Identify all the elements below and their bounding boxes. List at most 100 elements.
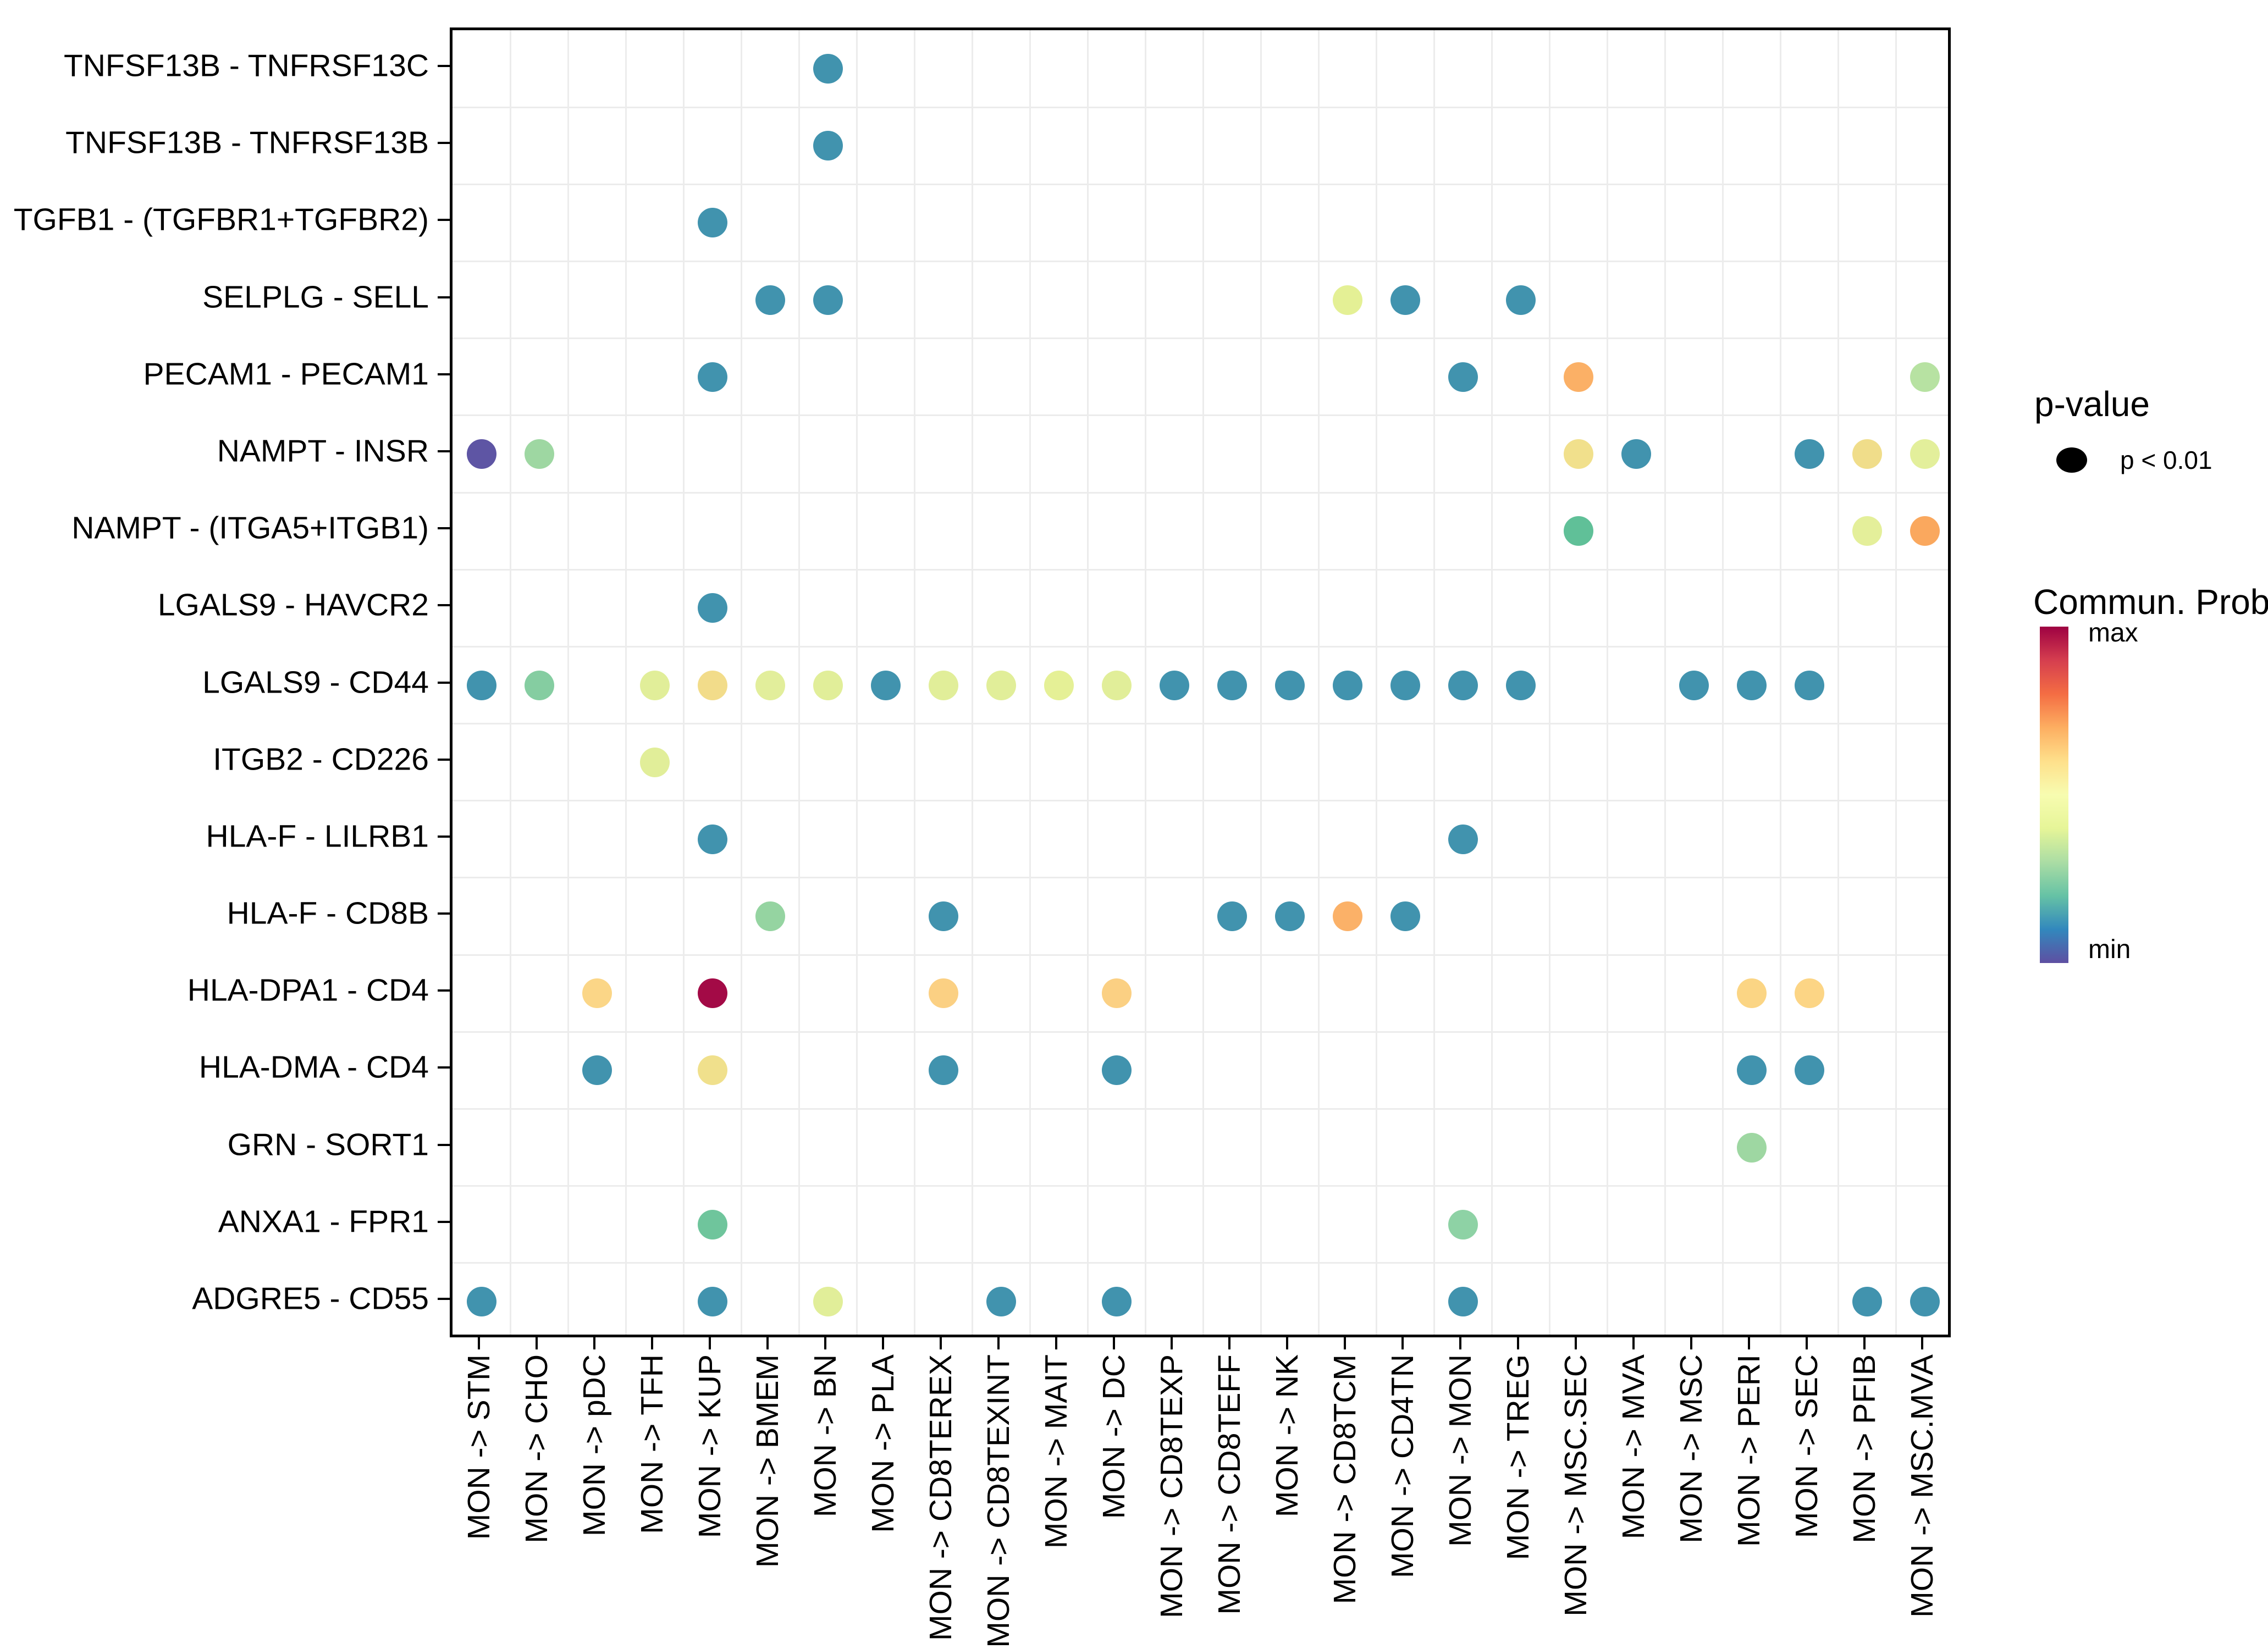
x-axis-tick: [1343, 1337, 1346, 1349]
comm-dot: [755, 670, 785, 700]
x-axis-tick: [766, 1337, 769, 1349]
comm-dot: [697, 1055, 727, 1086]
x-tick-label-text: MON -> DC: [1096, 1354, 1132, 1519]
x-tick-label: MON -> TREG: [1500, 1354, 1536, 1563]
y-tick-label: SELPLG - SELL: [202, 279, 429, 315]
comm-dot: [582, 1055, 612, 1086]
y-tick-label: LGALS9 - CD44: [202, 665, 429, 700]
y-tick-label: ADGRE5 - CD55: [192, 1281, 429, 1316]
comm-dot: [1448, 1286, 1478, 1316]
comm-dot: [697, 208, 727, 238]
gridline-horizontal: [453, 1185, 1948, 1187]
y-axis-tick: [438, 1066, 450, 1069]
gridline-vertical: [798, 30, 800, 1335]
x-tick-label: MON -> CHO: [519, 1354, 554, 1546]
commun-prob-legend-title: Commun. Prob.: [2033, 582, 2268, 622]
comm-dot: [697, 1286, 727, 1316]
x-tick-label: MON -> MVA: [1616, 1354, 1651, 1542]
y-tick-label: TGFB1 - (TGFBR1+TGFBR2): [13, 202, 429, 237]
x-axis-tick: [535, 1337, 538, 1349]
y-tick-label: NAMPT - (ITGA5+ITGB1): [71, 510, 429, 546]
comm-dot: [639, 670, 670, 700]
x-tick-label-text: MON -> MSC.MVA: [1904, 1354, 1940, 1618]
comm-dot: [1101, 1055, 1132, 1086]
comm-dot: [1390, 285, 1420, 315]
x-axis-tick: [1574, 1337, 1577, 1349]
gridline-vertical: [509, 30, 511, 1335]
gridline-vertical: [1375, 30, 1377, 1335]
comm-dot: [1101, 1286, 1132, 1316]
comm-dot: [1736, 978, 1767, 1009]
gridline-vertical: [1779, 30, 1781, 1335]
gridline-vertical: [567, 30, 569, 1335]
comm-dot: [1217, 901, 1247, 932]
x-axis-tick: [1690, 1337, 1692, 1349]
gridline-vertical: [1433, 30, 1435, 1335]
x-axis-tick: [1805, 1337, 1808, 1349]
x-axis-tick: [1747, 1337, 1750, 1349]
comm-dot: [1217, 670, 1247, 700]
gridline-horizontal: [453, 414, 1948, 417]
x-tick-label: MON -> CD4TN: [1385, 1354, 1420, 1581]
x-tick-label-text: MON -> MVA: [1615, 1354, 1651, 1540]
x-tick-label: MON -> MAIT: [1039, 1354, 1074, 1551]
comm-dot: [1910, 362, 1940, 392]
y-tick-label: HLA-DPA1 - CD4: [187, 972, 429, 1008]
comm-dot: [1448, 1209, 1478, 1239]
plot-panel: [450, 27, 1951, 1337]
x-tick-label-text: MON -> MON: [1442, 1354, 1478, 1547]
x-tick-label-text: MON -> CD8TEFF: [1211, 1354, 1247, 1615]
comm-dot: [1563, 439, 1593, 469]
x-tick-label-text: MON -> TFH: [634, 1354, 670, 1534]
x-tick-label: MON -> MSC: [1674, 1354, 1709, 1546]
x-axis-tick: [1632, 1337, 1635, 1349]
comm-dot: [1505, 670, 1536, 700]
y-tick-label: TNFSF13B - TNFRSF13B: [65, 125, 429, 161]
gridline-horizontal: [453, 568, 1948, 571]
x-axis-tick: [1055, 1337, 1057, 1349]
comm-dot: [1044, 670, 1074, 700]
gridline-vertical: [1317, 30, 1320, 1335]
gridline-vertical: [1606, 30, 1608, 1335]
x-tick-label-text: MON -> CD8TEREX: [923, 1354, 958, 1641]
comm-dot: [1679, 670, 1709, 700]
gridline-horizontal: [453, 1031, 1948, 1033]
gridline-vertical: [1721, 30, 1724, 1335]
x-tick-label: MON -> CD8TCM: [1327, 1354, 1362, 1607]
y-axis-tick: [438, 912, 450, 915]
comm-dot: [870, 670, 901, 700]
gridline-vertical: [1144, 30, 1146, 1335]
x-tick-label-text: MON -> PERI: [1731, 1354, 1767, 1547]
comm-dot: [1736, 1055, 1767, 1086]
comm-dot: [466, 439, 496, 469]
x-tick-label: MON -> PERI: [1731, 1354, 1767, 1550]
x-axis-tick: [593, 1337, 595, 1349]
gridline-vertical: [1086, 30, 1089, 1335]
comm-dot: [524, 439, 554, 469]
x-axis-tick: [1401, 1337, 1404, 1349]
comm-dot: [1332, 670, 1362, 700]
x-tick-label: MON -> NK: [1270, 1354, 1305, 1520]
x-axis-tick: [1285, 1337, 1288, 1349]
gridline-vertical: [1029, 30, 1031, 1335]
gridline-vertical: [1548, 30, 1550, 1335]
gridline-horizontal: [453, 1108, 1948, 1110]
gridline-horizontal: [453, 261, 1948, 263]
x-tick-label: MON -> MSC.MVA: [1905, 1354, 1940, 1620]
comm-dot: [1101, 670, 1132, 700]
comm-dot: [813, 285, 843, 315]
y-tick-label: LGALS9 - HAVCR2: [157, 587, 429, 623]
comm-dot: [639, 747, 670, 777]
comm-dot: [1910, 516, 1940, 546]
gridline-vertical: [682, 30, 685, 1335]
comm-dot: [697, 1209, 727, 1239]
comm-dot: [928, 901, 958, 932]
gridline-horizontal: [453, 106, 1948, 108]
y-axis-tick: [438, 989, 450, 992]
gridline-vertical: [913, 30, 915, 1335]
x-tick-label-text: MON -> CD4TN: [1384, 1354, 1420, 1578]
y-axis-tick: [438, 835, 450, 838]
colorbar-gradient: [2040, 627, 2068, 963]
comm-dot: [466, 1286, 496, 1316]
y-axis-tick: [438, 373, 450, 375]
